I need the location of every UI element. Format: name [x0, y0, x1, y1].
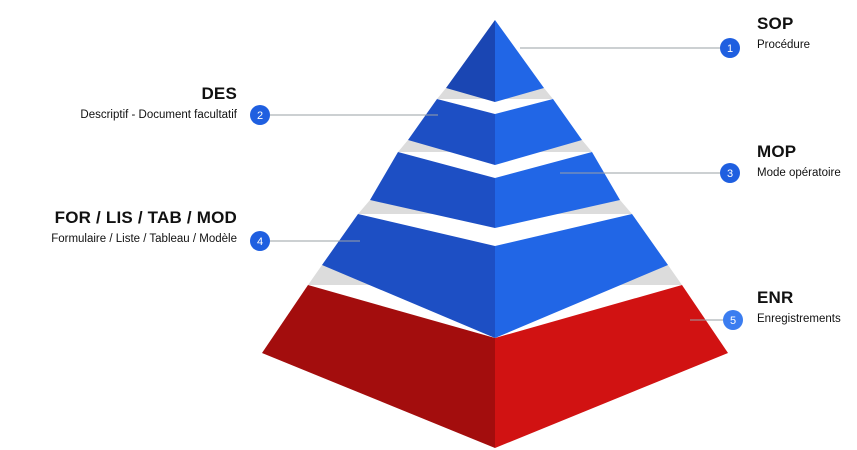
badge-5: 5 — [723, 310, 743, 330]
tier-2-right-face — [495, 99, 582, 165]
label-enr-code: ENR — [757, 288, 794, 307]
label-mop-code: MOP — [757, 142, 797, 161]
label-for-lis-tab-mod: FOR / LIS / TAB / MOD Formulaire / Liste… — [51, 208, 237, 247]
label-mop: MOP Mode opératoire — [757, 142, 841, 181]
badge-5-number: 5 — [730, 315, 736, 327]
badge-4: 4 — [250, 231, 270, 251]
tier-1-left-face — [446, 20, 495, 102]
tier-4-for-lis-tab-mod — [322, 214, 668, 338]
tier-3-right-face — [495, 152, 620, 228]
tier-5-right-face — [495, 285, 728, 448]
label-sop-description: Procédure — [757, 39, 811, 51]
tier-4-left-face — [322, 214, 495, 338]
badge-3: 3 — [720, 163, 740, 183]
label-for-lis-tab-mod-description: Formulaire / Liste / Tableau / Modèle — [51, 233, 237, 245]
tier-2-des — [408, 99, 582, 165]
label-sop-code: SOP — [757, 14, 794, 33]
badge-3-number: 3 — [727, 168, 733, 180]
tier-1-sop — [446, 20, 544, 102]
label-des-description: Descriptif - Document facultatif — [80, 109, 237, 121]
tier-4-right-face — [495, 214, 668, 338]
tier-5-left-face — [262, 285, 495, 448]
tier-1-right-face — [495, 20, 544, 102]
tier-3-mop — [370, 152, 620, 228]
label-enr-description: Enregistrements — [757, 313, 841, 325]
badge-4-number: 4 — [257, 236, 263, 248]
label-des: DES Descriptif - Document facultatif — [80, 84, 237, 123]
badge-1-number: 1 — [727, 43, 733, 55]
label-mop-description: Mode opératoire — [757, 167, 841, 179]
tier-5-enr — [262, 285, 728, 448]
badge-2: 2 — [250, 105, 270, 125]
label-for-lis-tab-mod-code: FOR / LIS / TAB / MOD — [54, 208, 237, 227]
label-des-code: DES — [201, 84, 237, 103]
label-enr: ENR Enregistrements — [757, 288, 841, 327]
label-sop: SOP Procédure — [757, 14, 810, 53]
tier-2-left-face — [408, 99, 495, 165]
badge-2-number: 2 — [257, 110, 263, 122]
badge-1: 1 — [720, 38, 740, 58]
tier-3-left-face — [370, 152, 495, 228]
